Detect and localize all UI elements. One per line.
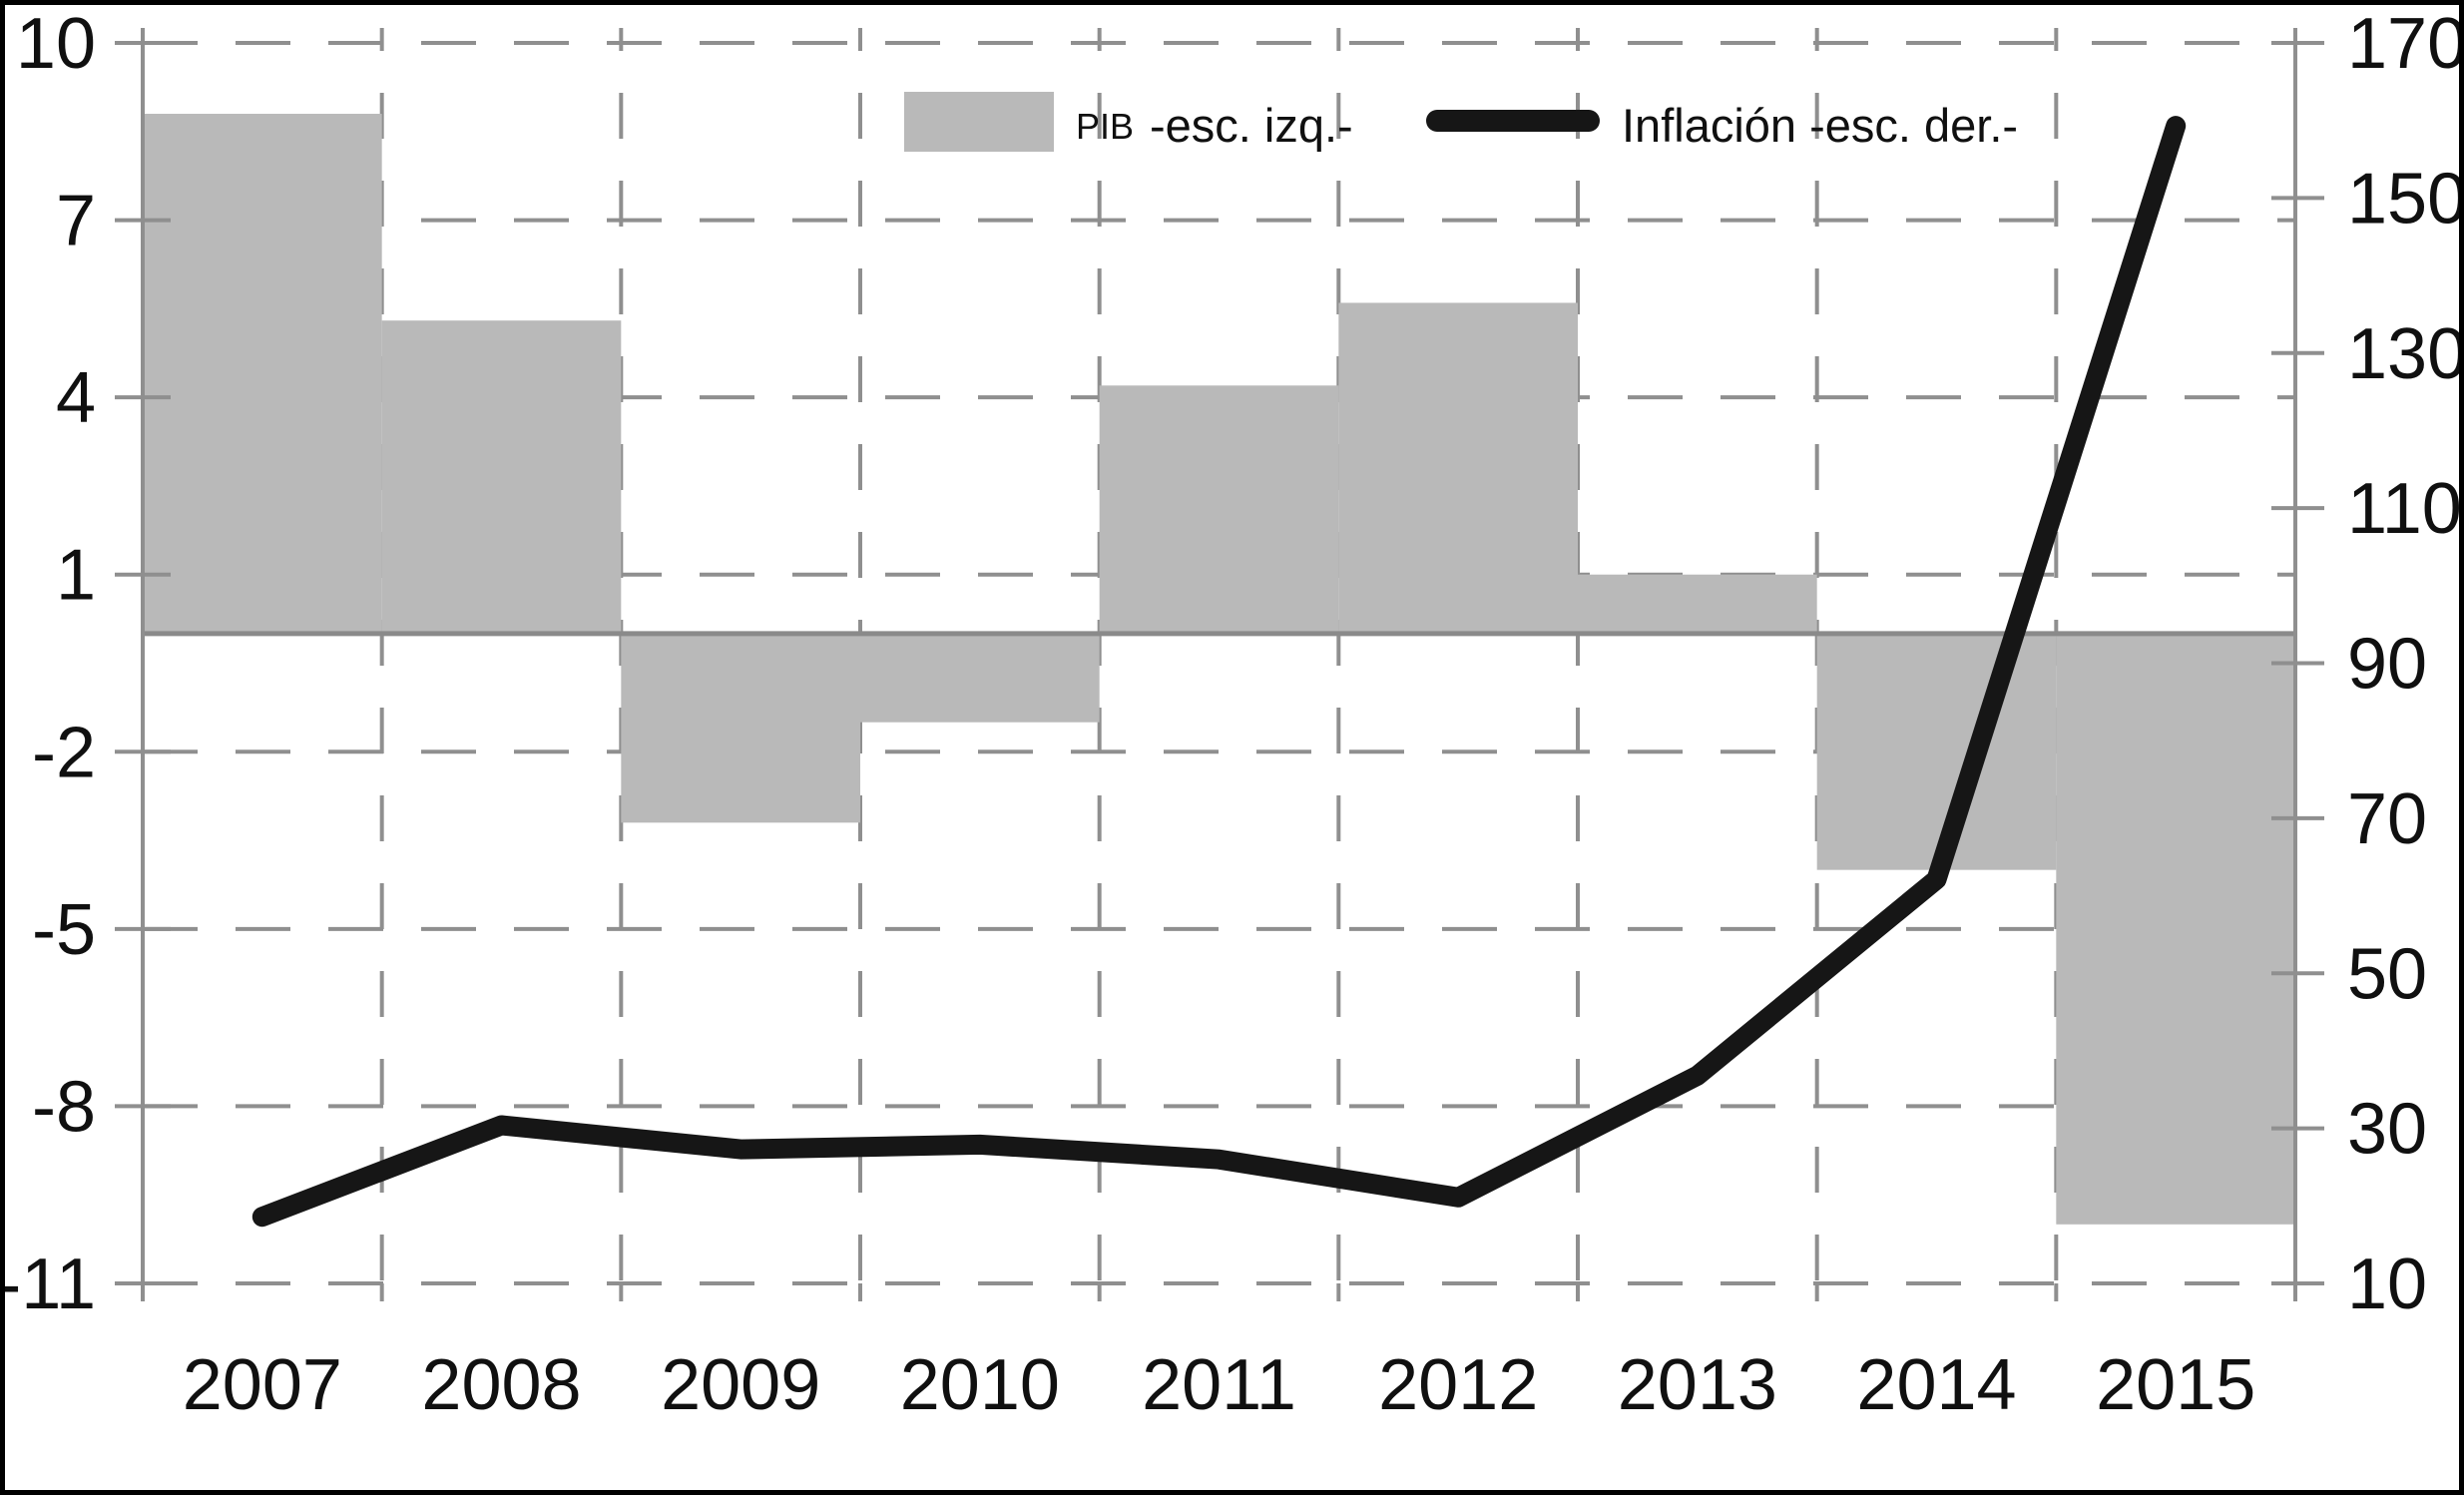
inflation-line xyxy=(251,116,2187,1228)
x-axis-label-2008: 2008 xyxy=(421,1345,581,1425)
gdp-bar-2015 xyxy=(2056,633,2295,1225)
right-axis-label-110: 110 xyxy=(2347,469,2462,549)
x-axis-label-2010: 2010 xyxy=(900,1345,1060,1425)
gdp-bar-2009 xyxy=(621,633,860,823)
gdp-bar-2007 xyxy=(143,114,382,634)
axes-and-ticks xyxy=(115,28,2324,1301)
gdp-bar-2012 xyxy=(1338,302,1578,634)
right-axis-label-10: 10 xyxy=(2347,1245,2427,1324)
right-axis-label-170: 170 xyxy=(2347,4,2464,84)
gridlines xyxy=(143,28,2295,1285)
left-axis-label--2: -2 xyxy=(32,713,96,792)
x-axis-label-2011: 2011 xyxy=(1142,1345,1296,1425)
gdp-bars xyxy=(143,114,2295,1225)
right-axis-label-30: 30 xyxy=(2347,1090,2427,1170)
x-axis-label-2007: 2007 xyxy=(183,1345,342,1425)
axis-labels: 10 7 4 1 -2 -5 -8 -11 170 150 130 110 90 70 50 30 10 2007… xyxy=(0,4,2464,1425)
gdp-bar-2013 xyxy=(1578,574,1817,634)
left-axis-label-1: 1 xyxy=(56,536,96,616)
legend: PIB -esc. izq.- Inflación -esc. der.- xyxy=(904,92,2018,152)
x-axis-label-2013: 2013 xyxy=(1618,1345,1777,1425)
right-axis-label-50: 50 xyxy=(2347,934,2427,1014)
right-axis-label-90: 90 xyxy=(2347,625,2427,705)
right-axis-label-70: 70 xyxy=(2347,779,2427,859)
left-axis-label--8: -8 xyxy=(32,1067,96,1147)
x-axis-label-2014: 2014 xyxy=(1856,1345,2016,1425)
gdp-bar-2011 xyxy=(1099,385,1339,634)
legend-pib-label: -esc. izq.- xyxy=(1150,99,1353,152)
right-axis-label-130: 130 xyxy=(2347,314,2464,394)
legend-bar-swatch xyxy=(904,92,1054,152)
left-axis-label--11: -11 xyxy=(0,1245,96,1324)
inflation-line-layer xyxy=(251,116,2187,1228)
gdp-bar-2008 xyxy=(381,320,622,634)
legend-pib-prefix: PIB xyxy=(1076,106,1134,147)
legend-inflacion-label: Inflación -esc. der.- xyxy=(1622,99,2018,152)
left-axis-label-10: 10 xyxy=(16,4,96,84)
left-axis-label-7: 7 xyxy=(56,182,96,261)
x-axis-label-2012: 2012 xyxy=(1378,1345,1538,1425)
right-axis-label-150: 150 xyxy=(2347,159,2464,239)
x-axis-label-2009: 2009 xyxy=(661,1345,820,1425)
gdp-bar-2014 xyxy=(1816,633,2057,870)
left-axis-label--5: -5 xyxy=(32,890,96,970)
x-axis-label-2015: 2015 xyxy=(2096,1345,2255,1425)
left-axis-label-4: 4 xyxy=(56,358,96,438)
gdp-bar-2010 xyxy=(860,633,1100,723)
